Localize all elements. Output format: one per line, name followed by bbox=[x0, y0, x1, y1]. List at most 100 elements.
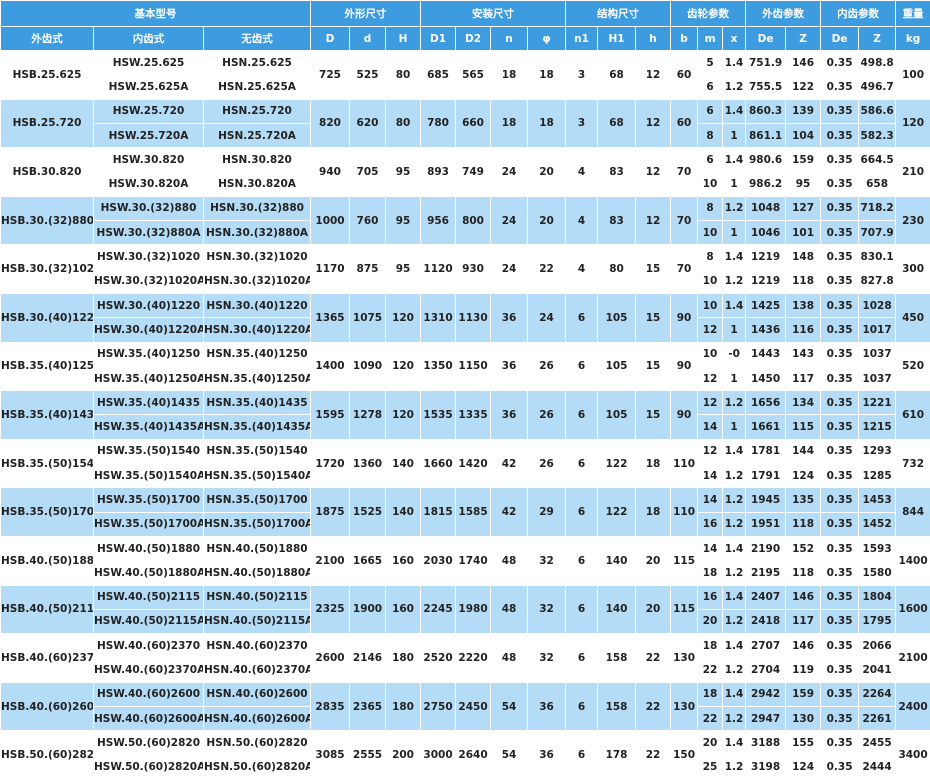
dimension: 685 bbox=[421, 51, 456, 100]
dimension: 1535 bbox=[421, 391, 456, 440]
gear-param: 0.35 bbox=[821, 585, 859, 609]
dimension: 105 bbox=[598, 293, 636, 342]
inner-model: HSW.30.(40)1220 bbox=[94, 293, 204, 317]
column-header: D2 bbox=[456, 27, 491, 51]
outer-model: HSB.25.625 bbox=[1, 51, 94, 100]
gear-param: 1017 bbox=[859, 318, 896, 342]
gear-param: 1.4 bbox=[723, 536, 746, 560]
gear-param: 22 bbox=[698, 707, 723, 731]
gear-param: 1.2 bbox=[723, 561, 746, 585]
plain-model: HSN.30.(40)1220A bbox=[204, 318, 311, 342]
gear-param: 1.2 bbox=[723, 488, 746, 512]
dimension: 1720 bbox=[311, 439, 350, 488]
dimension: 115 bbox=[671, 585, 698, 634]
weight: 1400 bbox=[896, 536, 930, 585]
plain-model: HSN.35.(40)1250A bbox=[204, 366, 311, 390]
gear-param: 0.35 bbox=[821, 634, 859, 658]
dimension: 760 bbox=[350, 196, 386, 245]
group-header: 安装尺寸 bbox=[421, 1, 566, 27]
group-header: 内齿参数 bbox=[821, 1, 896, 27]
weight: 300 bbox=[896, 245, 930, 294]
column-header: 外齿式 bbox=[1, 27, 94, 51]
inner-model: HSW.40.(50)1880A bbox=[94, 561, 204, 585]
dimension: 160 bbox=[386, 536, 421, 585]
dimension: 1875 bbox=[311, 488, 350, 537]
dimension: 68 bbox=[598, 51, 636, 100]
dimension: 660 bbox=[456, 99, 491, 148]
plain-model: HSN.30.(40)1220 bbox=[204, 293, 311, 317]
gear-param: 496.7 bbox=[859, 75, 896, 99]
dimension: 180 bbox=[386, 634, 421, 683]
inner-model: HSW.35.(40)1250A bbox=[94, 366, 204, 390]
dimension: 1585 bbox=[456, 488, 491, 537]
gear-param: 116 bbox=[786, 318, 821, 342]
gear-param: 1.4 bbox=[723, 293, 746, 317]
plain-model: HSN.40.(60)2370 bbox=[204, 634, 311, 658]
dimension: 2640 bbox=[456, 731, 491, 780]
dimension: 110 bbox=[671, 488, 698, 537]
gear-param: 586.6 bbox=[859, 99, 896, 123]
gear-param: 2041 bbox=[859, 658, 896, 682]
dimension: 24 bbox=[491, 245, 528, 294]
gear-param: 1.2 bbox=[723, 269, 746, 293]
plain-model: HSN.25.720A bbox=[204, 123, 311, 147]
gear-param: 718.2 bbox=[859, 196, 896, 220]
inner-model: HSW.40.(60)2600A bbox=[94, 707, 204, 731]
gear-param: 1.2 bbox=[723, 75, 746, 99]
dimension: 110 bbox=[671, 439, 698, 488]
dimension: 4 bbox=[566, 196, 598, 245]
dimension: 3000 bbox=[421, 731, 456, 780]
dimension: 18 bbox=[636, 488, 671, 537]
outer-model: HSB.40.(50)2115 bbox=[1, 585, 94, 634]
dimension: 158 bbox=[598, 634, 636, 683]
gear-param: 751.9 bbox=[746, 51, 786, 75]
column-header: n1 bbox=[566, 27, 598, 51]
group-header: 结构尺寸 bbox=[566, 1, 671, 27]
dimension: 725 bbox=[311, 51, 350, 100]
plain-model: HSN.30.(32)1020A bbox=[204, 269, 311, 293]
gear-param: 146 bbox=[786, 51, 821, 75]
inner-model: HSW.35.(50)1700A bbox=[94, 512, 204, 536]
dimension: 115 bbox=[671, 536, 698, 585]
gear-param: 1.2 bbox=[723, 196, 746, 220]
dimension: 122 bbox=[598, 488, 636, 537]
gear-param: 159 bbox=[786, 148, 821, 172]
inner-model: HSW.40.(60)2600 bbox=[94, 682, 204, 706]
outer-model: HSB.30.820 bbox=[1, 148, 94, 197]
column-header: D1 bbox=[421, 27, 456, 51]
plain-model: HSN.35.(50)1540A bbox=[204, 464, 311, 488]
gear-param: -0 bbox=[723, 342, 746, 366]
plain-model: HSN.40.(50)1880 bbox=[204, 536, 311, 560]
dimension: 525 bbox=[350, 51, 386, 100]
column-header: H bbox=[386, 27, 421, 51]
dimension: 1350 bbox=[421, 342, 456, 391]
dimension: 80 bbox=[598, 245, 636, 294]
plain-model: HSN.25.720 bbox=[204, 99, 311, 123]
gear-param: 0.35 bbox=[821, 439, 859, 463]
inner-model: HSW.35.(50)1540A bbox=[94, 464, 204, 488]
gear-param: 1037 bbox=[859, 342, 896, 366]
gear-param: 0.35 bbox=[821, 123, 859, 147]
dimension: 2750 bbox=[421, 682, 456, 731]
inner-model: HSW.35.(50)1540 bbox=[94, 439, 204, 463]
column-header: Z bbox=[786, 27, 821, 51]
dimension: 20 bbox=[528, 196, 566, 245]
dimension: 2835 bbox=[311, 682, 350, 731]
gear-param: 755.5 bbox=[746, 75, 786, 99]
gear-param: 2444 bbox=[859, 755, 896, 779]
gear-param: 0.35 bbox=[821, 536, 859, 560]
column-header: h bbox=[636, 27, 671, 51]
gear-param: 122 bbox=[786, 75, 821, 99]
gear-param: 12 bbox=[698, 439, 723, 463]
dimension: 18 bbox=[528, 51, 566, 100]
plain-model: HSN.35.(40)1435 bbox=[204, 391, 311, 415]
gear-param: 1 bbox=[723, 172, 746, 196]
gear-param: 2704 bbox=[746, 658, 786, 682]
